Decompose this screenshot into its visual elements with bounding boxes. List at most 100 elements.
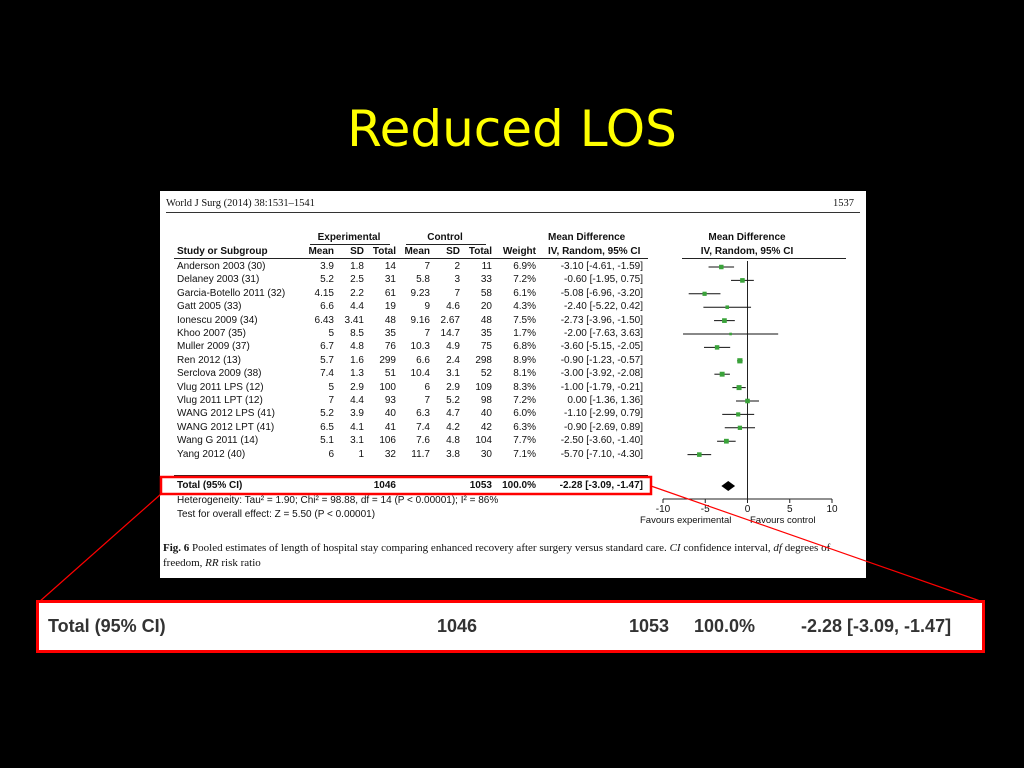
zoom-exp-total: 1046 (437, 616, 478, 636)
exp-sd-cell: 1.6 (350, 354, 364, 366)
point-estimate (697, 452, 702, 457)
ctrl-mean-cell: 6.3 (416, 408, 430, 420)
study-name: Gatt 2005 (33) (177, 301, 242, 313)
point-estimate (714, 345, 720, 350)
pooled-diamond (721, 481, 736, 491)
exp-mean-cell: 4.15 (314, 287, 334, 299)
caption-df-abbr: df (773, 542, 782, 554)
ctrl-total-cell: 109 (475, 381, 492, 393)
exp-sd-cell: 1.8 (350, 261, 364, 272)
heterogeneity-stats: Heterogeneity: Tau² = 1.90; Chi² = 98.88… (177, 495, 499, 506)
zoom-weight: 100.0% (694, 616, 756, 636)
experimental-group-header: Experimental (317, 232, 381, 243)
weight-cell: 7.7% (513, 435, 536, 447)
point-estimate (745, 398, 750, 404)
ctrl-sd-cell: 4.2 (446, 421, 460, 433)
total-label: Total (95% CI) (177, 480, 243, 491)
ctrl-mean-cell: 9.23 (410, 287, 430, 299)
md-ci-cell: -0.90 [-2.69, 0.89] (564, 421, 643, 433)
ctrl-total-cell: 75 (480, 341, 492, 353)
ctrl-total-cell: 20 (480, 301, 492, 313)
md-ci-cell: -2.50 [-3.60, -1.40] (560, 435, 643, 447)
total-exp-n: 1046 (373, 480, 396, 491)
ctrl-total-cell: 58 (480, 287, 492, 299)
study-name: Delaney 2003 (31) (177, 274, 260, 286)
md-ci-cell: -2.40 [-5.22, 0.42] (564, 301, 643, 313)
ctrl-mean-cell: 9.16 (410, 314, 430, 326)
weight-cell: 7.5% (513, 314, 536, 326)
study-name: WANG 2012 LPS (41) (177, 408, 276, 420)
ctrl-total-cell: 30 (480, 448, 492, 460)
md-ci-cell: 0.00 [-1.36, 1.36] (567, 395, 643, 406)
exp-mean-cell: 6.7 (320, 341, 334, 353)
ctrl-total-cell: 48 (480, 314, 492, 326)
plot-header-rule (682, 258, 846, 259)
md-ci-cell: -0.60 [-1.95, 0.75] (564, 274, 643, 286)
point-estimate (723, 438, 729, 444)
ctrl-sd-cell: 14.7 (440, 328, 460, 339)
table-header-rule (174, 258, 648, 259)
ctrl-mean-cell: 7 (424, 261, 430, 272)
ctrl-sd-cell: 5.2 (446, 395, 460, 406)
ctrl-mean-cell: 10.3 (410, 341, 430, 353)
ctrl-sd-cell: 7 (454, 287, 460, 299)
md-ci-cell: -2.73 [-3.96, -1.50] (560, 314, 643, 326)
exp-total-cell: 31 (384, 274, 396, 286)
exp-sd-cell: 8.5 (350, 328, 364, 339)
ctrl-sd-cell: 2.67 (440, 314, 460, 326)
exp-mean-cell: 5.2 (320, 408, 334, 420)
md-ci-cell: -3.60 [-5.15, -2.05] (560, 341, 643, 353)
study-name: Garcia-Botello 2011 (32) (177, 287, 286, 299)
exp-total-cell: 14 (384, 261, 396, 272)
study-name: Ren 2012 (13) (177, 354, 241, 366)
exp-total-cell: 41 (384, 421, 396, 433)
x-tick-label: 0 (745, 504, 751, 515)
exp-mean-cell: 6.5 (320, 421, 334, 433)
zoomed-total-row: Total (95% CI) 1046 1053 100.0% -2.28 [-… (36, 600, 985, 653)
exp-sd-cell: 3.41 (344, 314, 364, 326)
weight-cell: 6.3% (513, 421, 536, 433)
journal-reference: World J Surg (2014) 38:1531–1541 (166, 198, 315, 209)
x-tick-label: -5 (701, 504, 710, 515)
weight-cell: 6.8% (513, 341, 536, 353)
ctrl-mean-cell: 9 (424, 301, 430, 313)
exp-sd-cell: 2.2 (350, 287, 364, 299)
exp-total-cell: 35 (384, 328, 396, 339)
ctrl-total-cell: 11 (481, 261, 492, 272)
page-number: 1537 (833, 198, 854, 209)
ctrl-sd-cell: 3.1 (446, 368, 460, 380)
weight-cell: 6.1% (513, 287, 536, 299)
ctrl-mean-cell: 6.6 (416, 354, 430, 366)
study-name: Serclova 2009 (38) (177, 368, 262, 380)
point-estimate (722, 318, 727, 323)
weight-cell: 4.3% (513, 301, 536, 313)
exp-total-cell: 61 (384, 287, 396, 299)
exp-total-cell: 51 (384, 368, 396, 380)
exp-sd-cell: 4.8 (350, 341, 364, 353)
callout-line-right (650, 485, 984, 603)
figure-caption: Fig. 6 Pooled estimates of length of hos… (163, 541, 863, 571)
zoom-total-label: Total (95% CI) (48, 616, 166, 636)
control-group-header: Control (427, 232, 463, 243)
exp-sd-cell: 2.5 (350, 274, 364, 286)
total-row-highlight-box (159, 475, 653, 496)
md-ci-cell: -2.00 [-7.63, 3.63] (564, 328, 643, 339)
mean-difference-header: Mean Difference (548, 232, 626, 243)
exp-mean-cell: 7 (328, 395, 334, 406)
ctrl-sd-cell: 3.8 (446, 448, 460, 460)
ctrl-mean-header: Mean (404, 246, 430, 257)
weight-cell: 6.9% (513, 261, 536, 272)
md-ci-cell: -5.70 [-7.10, -4.30] (560, 448, 643, 460)
exp-mean-cell: 5.1 (320, 435, 334, 447)
ctrl-sd-cell: 2.9 (446, 381, 460, 393)
study-name: Khoo 2007 (35) (177, 328, 246, 339)
point-estimate (729, 332, 732, 336)
ctrl-mean-cell: 7 (424, 328, 430, 339)
exp-total-header: Total (372, 246, 396, 257)
exp-mean-cell: 6.6 (320, 301, 334, 313)
plot-mean-difference-header: Mean Difference (708, 232, 786, 243)
point-estimate (725, 305, 729, 309)
caption-rr-abbr: RR (205, 557, 219, 569)
study-name: Vlug 2011 LPT (12) (177, 395, 263, 406)
ctrl-sd-cell: 4.7 (446, 408, 460, 420)
